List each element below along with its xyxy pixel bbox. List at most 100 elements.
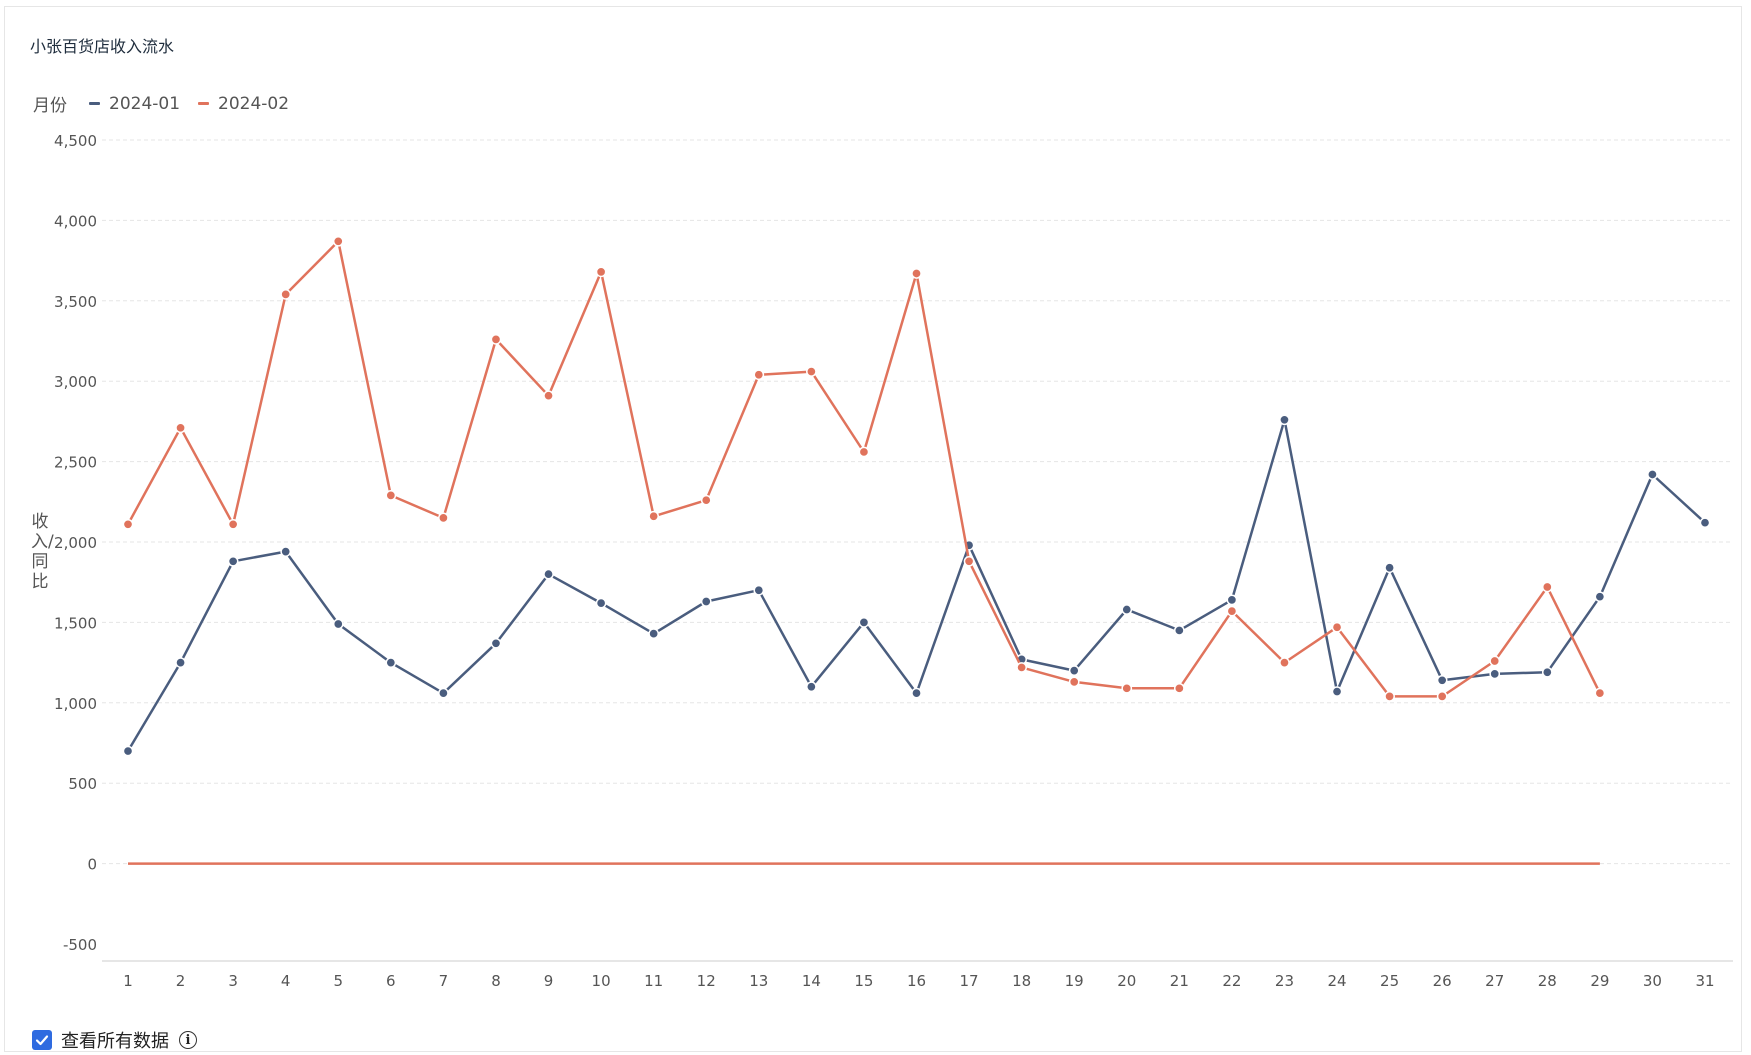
data-point-2024-01 <box>858 617 870 628</box>
legend-swatch <box>198 102 210 105</box>
legend-item-2024-01[interactable]: 2024-01 <box>89 94 180 114</box>
data-point-2024-01 <box>1173 625 1185 636</box>
data-point-2024-01 <box>1699 517 1711 529</box>
data-point-2024-01 <box>122 745 134 757</box>
data-point-2024-02 <box>1489 655 1501 667</box>
x-tick-label: 14 <box>802 972 821 990</box>
data-point-2024-01 <box>1226 594 1238 606</box>
data-point-2024-01 <box>1489 668 1501 680</box>
data-point-2024-01 <box>543 568 554 580</box>
data-point-2024-01 <box>1594 591 1606 603</box>
data-point-2024-02 <box>1173 682 1185 694</box>
x-tick-label: 20 <box>1117 972 1136 990</box>
data-point-2024-02 <box>1121 682 1133 694</box>
x-tick-label: 12 <box>697 972 716 990</box>
x-tick-label: 19 <box>1065 972 1084 990</box>
data-point-2024-01 <box>753 584 765 596</box>
data-point-2024-02 <box>385 490 397 501</box>
data-point-2024-01 <box>1541 666 1553 678</box>
data-point-2024-02 <box>438 512 449 524</box>
x-tick-label: 13 <box>749 972 768 990</box>
view-all-data[interactable]: 查看所有数据 i <box>32 1027 197 1053</box>
x-tick-label: 5 <box>333 972 343 990</box>
legend-item-2024-02[interactable]: 2024-02 <box>198 94 289 114</box>
x-tick-label: 1 <box>123 972 133 990</box>
x-tick-label: 27 <box>1485 972 1504 990</box>
data-point-2024-01 <box>1647 469 1658 480</box>
y-tick-label: 4,000 <box>54 212 97 230</box>
data-point-2024-01 <box>700 596 712 607</box>
data-point-2024-02 <box>1594 687 1606 699</box>
data-point-2024-02 <box>543 390 554 402</box>
y-tick-label: 0 <box>87 856 97 874</box>
series-line-2024-01 <box>126 418 1706 752</box>
data-point-2024-02 <box>806 366 817 377</box>
x-tick-label: 7 <box>439 972 449 990</box>
data-point-2024-01 <box>1279 414 1290 426</box>
data-point-2024-02 <box>227 518 239 530</box>
y-tick-label: 2,500 <box>54 454 97 472</box>
data-point-2024-01 <box>1384 562 1395 574</box>
x-tick-label: 18 <box>1012 972 1031 990</box>
data-point-2024-02 <box>1541 581 1553 593</box>
x-tick-label: 17 <box>960 972 979 990</box>
x-tick-label: 25 <box>1380 972 1399 990</box>
y-tick-label: 500 <box>68 775 97 793</box>
data-point-2024-02 <box>858 446 870 458</box>
x-tick-label: 8 <box>491 972 501 990</box>
y-tick-label: 1,000 <box>54 695 97 713</box>
info-icon[interactable]: i <box>179 1031 197 1049</box>
data-point-2024-01 <box>227 555 239 567</box>
y-tick-label: 3,000 <box>54 373 97 391</box>
x-tick-label: 3 <box>228 972 238 990</box>
data-point-2024-02 <box>595 266 607 278</box>
data-point-2024-01 <box>332 618 344 630</box>
x-tick-label: 15 <box>854 972 873 990</box>
x-tick-label: 2 <box>176 972 186 990</box>
data-point-2024-01 <box>595 597 607 609</box>
x-tick-label: 23 <box>1275 972 1294 990</box>
data-point-2024-01 <box>438 687 449 699</box>
data-point-2024-02 <box>1016 662 1027 673</box>
view-all-checkbox[interactable] <box>32 1030 52 1050</box>
data-point-2024-01 <box>1068 665 1080 676</box>
x-tick-label: 4 <box>281 972 291 990</box>
y-tick-label: -500 <box>63 936 97 954</box>
series-line-2024-02 <box>126 240 1602 698</box>
x-tick-label: 28 <box>1538 972 1557 990</box>
data-point-2024-02 <box>280 289 292 300</box>
data-point-2024-01 <box>911 687 922 699</box>
data-point-2024-02 <box>122 518 134 530</box>
data-point-2024-02 <box>1331 621 1343 633</box>
legend-label: 2024-01 <box>109 93 181 114</box>
data-point-2024-02 <box>1384 691 1395 702</box>
data-point-2024-02 <box>648 510 660 522</box>
x-tick-label: 31 <box>1695 972 1714 990</box>
data-point-2024-02 <box>332 235 344 247</box>
x-tick-label: 6 <box>386 972 396 990</box>
y-tick-label: 1,500 <box>54 614 97 632</box>
legend-title: 月份 <box>33 96 67 116</box>
x-tick-label: 29 <box>1590 972 1609 990</box>
data-point-2024-02 <box>1279 657 1290 668</box>
x-tick-label: 16 <box>907 972 926 990</box>
x-tick-label: 10 <box>592 972 611 990</box>
y-tick-label: 3,500 <box>54 293 97 311</box>
data-point-2024-02 <box>753 369 765 381</box>
x-tick-label: 30 <box>1643 972 1662 990</box>
x-tick-label: 26 <box>1433 972 1452 990</box>
data-point-2024-02 <box>490 334 502 345</box>
data-point-2024-01 <box>1331 686 1343 697</box>
x-tick-label: 24 <box>1327 972 1346 990</box>
legend: 月份 2024-01 2024-02 <box>33 91 307 117</box>
data-point-2024-01 <box>648 628 660 640</box>
y-tick-label: 2,000 <box>54 534 97 552</box>
view-all-label: 查看所有数据 <box>61 1031 169 1052</box>
data-point-2024-01 <box>175 657 186 668</box>
y-axis-label: 收入/同比 <box>31 512 54 592</box>
x-tick-label: 22 <box>1222 972 1241 990</box>
data-point-2024-01 <box>1436 674 1448 686</box>
data-point-2024-02 <box>1436 691 1448 702</box>
legend-label: 2024-02 <box>218 93 290 114</box>
